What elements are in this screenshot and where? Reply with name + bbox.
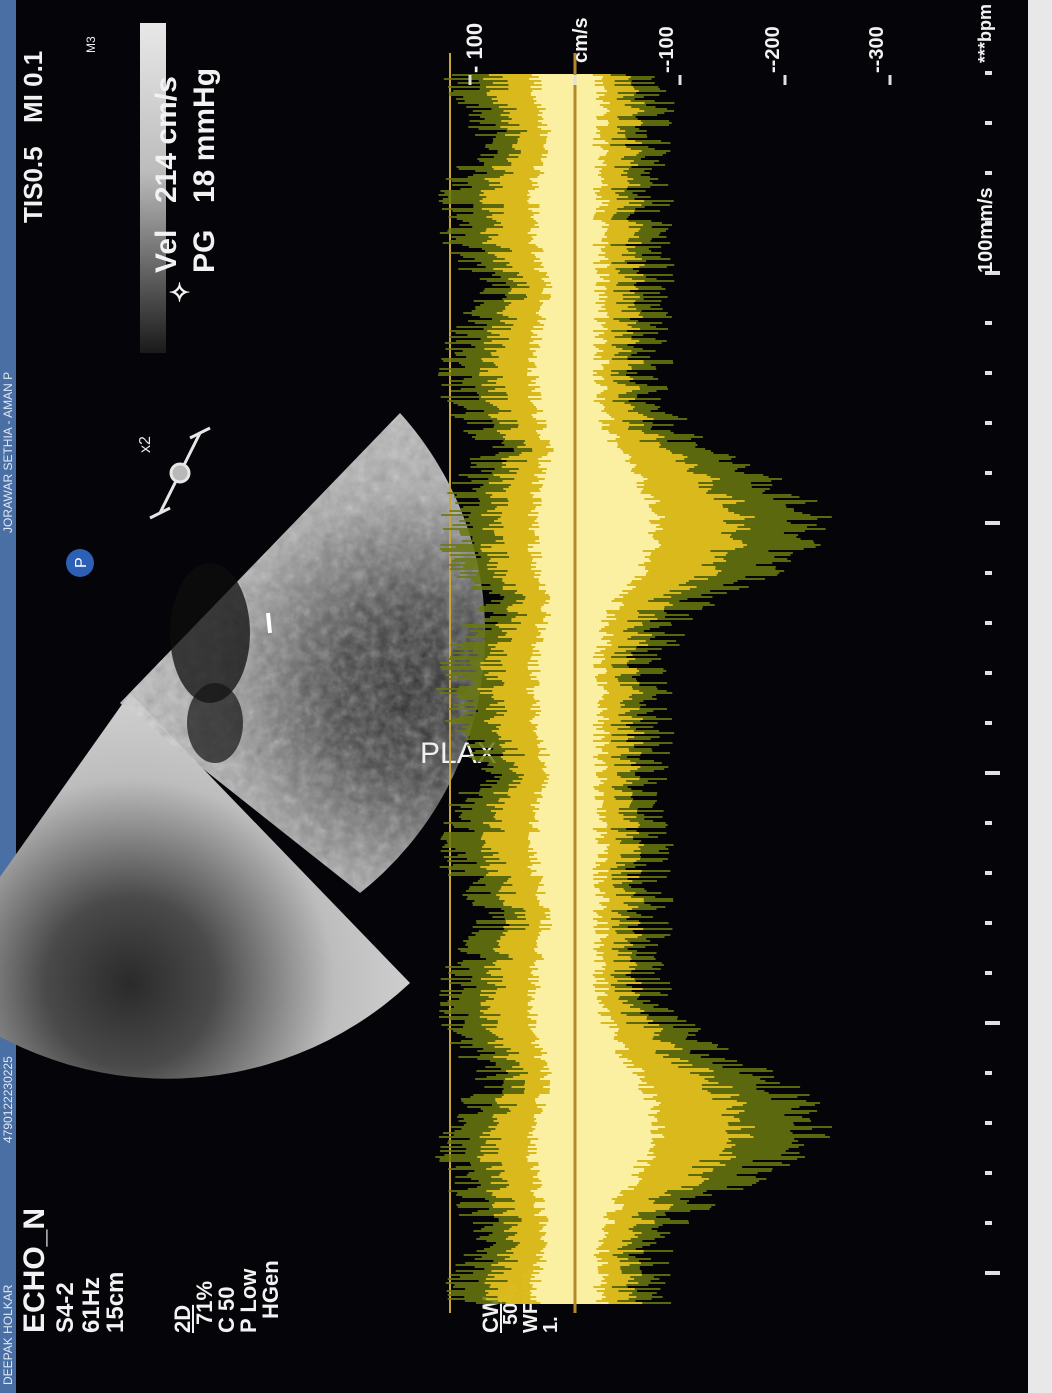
scale-tick-neg100: --100: [656, 26, 679, 73]
scale-tick-neg200: --200: [762, 26, 785, 73]
scale-tick-top: - 100: [462, 23, 488, 73]
scale-unit: cm/s: [570, 17, 593, 63]
scale-tick-neg300: --300: [866, 26, 889, 73]
screen-bezel: [1028, 0, 1052, 1393]
heart-rate: ***bpm: [975, 4, 996, 63]
sweep-speed: 100mm/s: [975, 187, 998, 273]
